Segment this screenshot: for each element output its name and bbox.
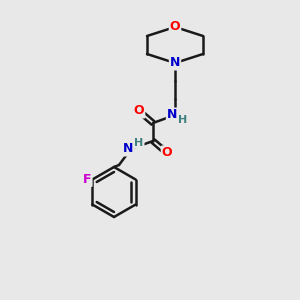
Text: N: N [123, 142, 133, 155]
Text: O: O [162, 146, 172, 160]
Text: O: O [170, 20, 180, 34]
Text: H: H [134, 138, 144, 148]
Text: H: H [178, 115, 188, 125]
Text: O: O [134, 104, 144, 118]
Text: N: N [167, 109, 177, 122]
Text: N: N [170, 56, 180, 70]
Text: F: F [83, 173, 92, 186]
